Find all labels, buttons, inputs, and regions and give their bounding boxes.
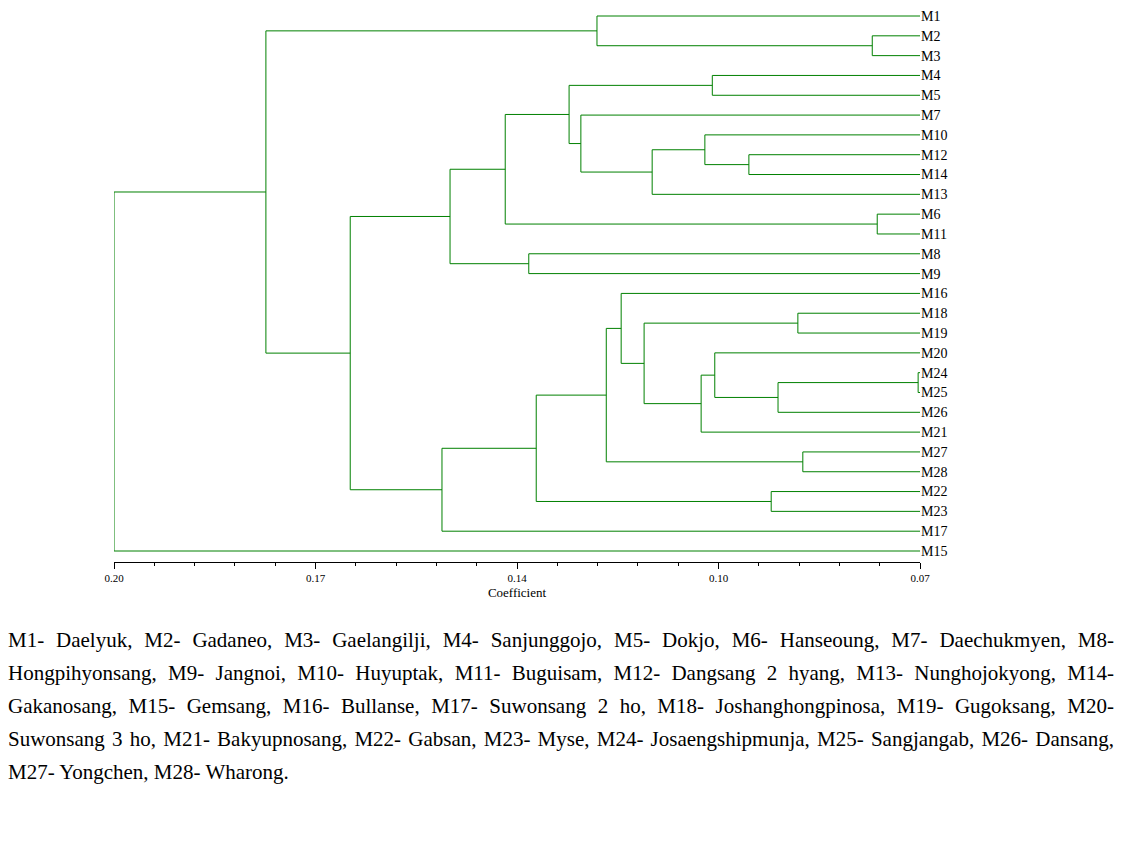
svg-text:M25: M25 [921, 385, 947, 400]
svg-text:0.17: 0.17 [306, 572, 326, 584]
svg-text:0.14: 0.14 [507, 572, 527, 584]
svg-text:M28: M28 [921, 465, 947, 480]
svg-text:M11: M11 [921, 227, 947, 242]
svg-text:0.07: 0.07 [910, 572, 930, 584]
svg-text:M27: M27 [921, 445, 947, 460]
svg-text:M12: M12 [921, 148, 947, 163]
svg-text:M21: M21 [921, 425, 947, 440]
svg-text:M20: M20 [921, 346, 947, 361]
svg-text:M15: M15 [921, 544, 947, 559]
svg-text:M19: M19 [921, 326, 947, 341]
svg-text:M22: M22 [921, 484, 947, 499]
svg-text:0.20: 0.20 [104, 572, 124, 584]
svg-text:M1: M1 [921, 9, 940, 24]
svg-text:M2: M2 [921, 29, 940, 44]
svg-text:M23: M23 [921, 504, 947, 519]
svg-text:M17: M17 [921, 524, 947, 539]
svg-text:M9: M9 [921, 267, 940, 282]
svg-text:M14: M14 [921, 167, 947, 182]
svg-text:M10: M10 [921, 128, 947, 143]
svg-text:M8: M8 [921, 247, 940, 262]
svg-text:M6: M6 [921, 207, 940, 222]
svg-text:Coefficient: Coefficient [488, 585, 547, 600]
svg-text:M13: M13 [921, 187, 947, 202]
svg-text:0.10: 0.10 [709, 572, 729, 584]
svg-text:M26: M26 [921, 405, 947, 420]
html-text:M1- Daelyuk, M2- Gadaneo, M3-: M1- Daelyuk, M2- Gadaneo, M3- Gaelangilj… [8, 628, 1114, 784]
svg-text:M3: M3 [921, 49, 940, 64]
svg-text:M4: M4 [921, 68, 940, 83]
svg-text:M7: M7 [921, 108, 940, 123]
svg-text:M16: M16 [921, 286, 947, 301]
svg-text:M5: M5 [921, 88, 940, 103]
svg-text:M18: M18 [921, 306, 947, 321]
svg-text:M24: M24 [921, 366, 947, 381]
